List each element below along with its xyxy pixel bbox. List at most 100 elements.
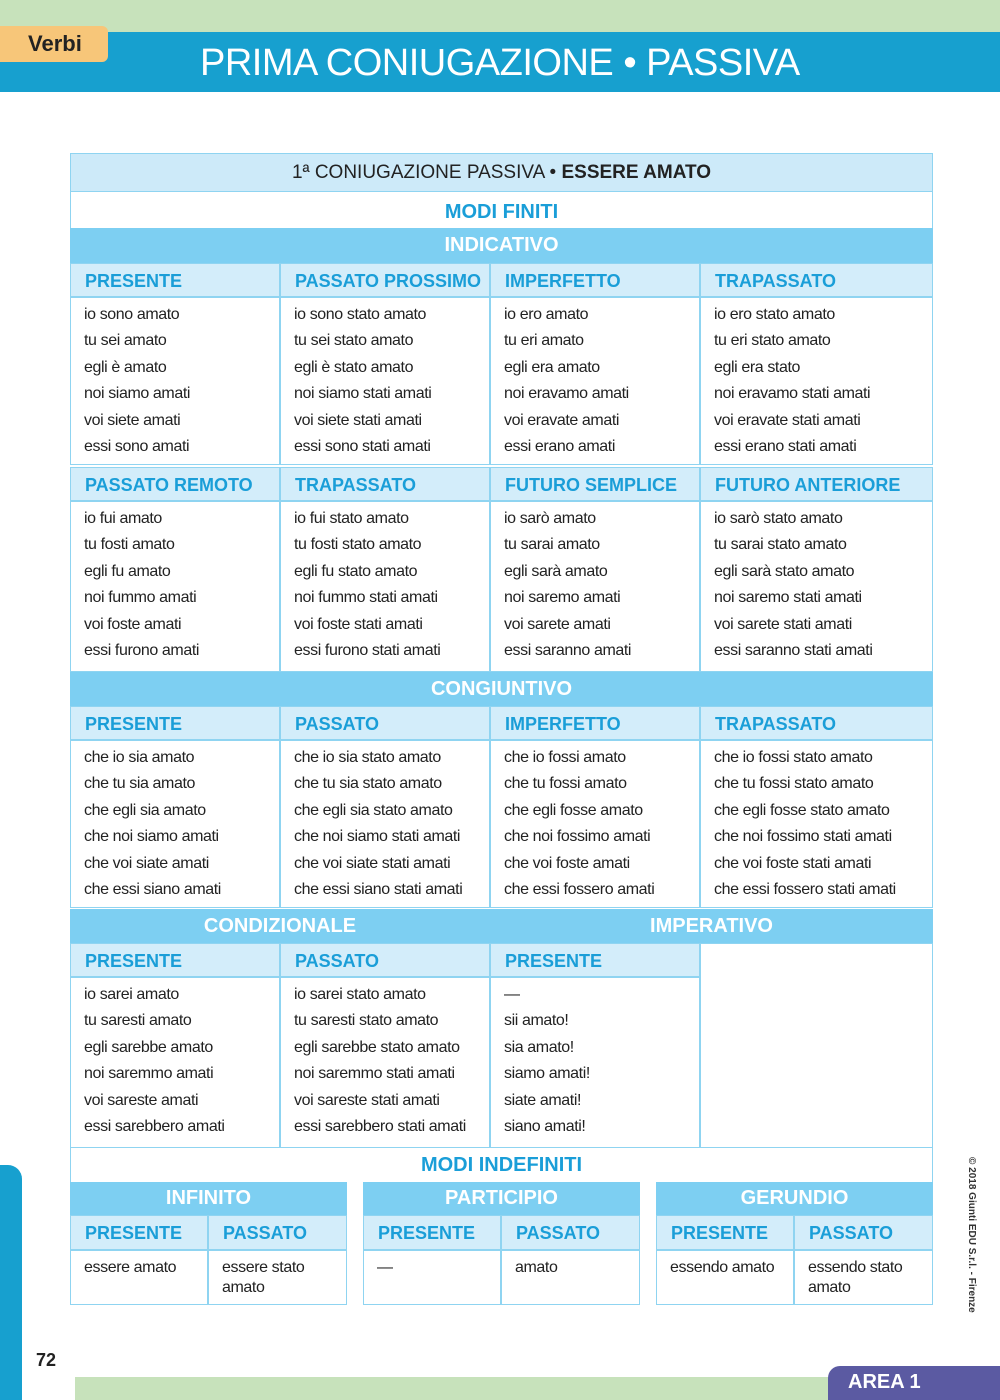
verb-form: io sarò amato <box>504 510 596 527</box>
verb-form: noi saremo stati amati <box>714 589 862 607</box>
verb-form: che voi foste amati <box>504 854 630 872</box>
tense-header: TRAPASSATO PROSSIMO <box>700 263 933 325</box>
group-bar: GERUNDIO <box>656 1182 933 1215</box>
verb-form: voi foste amati <box>84 615 182 633</box>
table-title-prefix: 1ª CONIUGAZIONE PASSIVA • <box>291 162 557 183</box>
verb-form: che voi siate amati <box>84 854 209 872</box>
tense-body <box>280 501 490 672</box>
verb-form: che egli sia stato amato <box>294 801 453 819</box>
verb-form: egli fu amato <box>84 562 171 580</box>
mood-bar: IMPERATIVO <box>490 909 933 943</box>
verb-form: tu sei amato <box>84 332 167 350</box>
tense-header: PRESENTE <box>490 943 700 977</box>
verb-form: egli sarà amato <box>504 562 608 580</box>
tense-body <box>70 297 280 465</box>
verb-form: io fui amato <box>84 510 162 527</box>
verb-form: egli è stato amato <box>294 358 414 376</box>
tense-body <box>70 740 280 908</box>
modi-indefiniti: MODI INDEFINITI <box>70 1148 933 1182</box>
tense-header: PRESENTE <box>70 263 280 297</box>
mood-bar: CONGIUNTIVO <box>70 672 933 706</box>
tense-body <box>490 297 700 465</box>
verb-form: siamo amati! <box>504 1065 590 1083</box>
verb-form: tu eri amato <box>504 332 584 350</box>
verb-form: voi siete stati amati <box>294 411 422 429</box>
verb-form: noi saremo amati <box>504 589 621 607</box>
verb-form: essere amato <box>84 1259 177 1276</box>
tense-body <box>501 1250 640 1305</box>
verb-form: noi siamo stati amati <box>294 385 432 403</box>
tense-header: PASSATO PROSSIMO <box>280 263 490 297</box>
verb-form: io ero stato amato <box>714 306 835 323</box>
tense-header: PASSATO REMOTO <box>70 467 280 501</box>
tense-body <box>700 297 933 465</box>
verb-form: tu sarai stato amato <box>714 536 847 554</box>
verb-form: voi sareste stati amati <box>294 1091 440 1109</box>
verb-form: essi sarebbero stati amati <box>294 1118 466 1135</box>
verb-form: voi siete amati <box>84 411 181 429</box>
verb-form: noi siamo amati <box>84 385 191 403</box>
tense-header: PRESENTE <box>363 1215 501 1250</box>
tense-header: FUTURO SEMPLICE <box>490 467 700 501</box>
verb-form: egli fu stato amato <box>294 562 418 580</box>
verb-form: che noi siamo stati amati <box>294 828 461 846</box>
verb-form: noi saremmo stati amati <box>294 1065 455 1083</box>
verb-form: essendo stato amato <box>808 1259 903 1296</box>
verb-form: noi fummo stati amati <box>294 589 438 607</box>
verb-form: egli era stato <box>714 358 801 376</box>
mood-bar: INDICATIVO <box>70 228 933 263</box>
tense-header: PASSATO <box>280 943 490 977</box>
page-number: 72 <box>36 1350 57 1370</box>
verb-form: essi erano amati <box>504 438 615 455</box>
verb-form: egli sarebbe stato amato <box>294 1038 460 1056</box>
section-tag: Verbi <box>0 26 108 62</box>
tense-body <box>490 977 700 1148</box>
copyright: © 2018 Giunti EDU S.r.l. - Firenze <box>966 1157 977 1313</box>
verb-form: che tu sia amato <box>84 775 195 793</box>
verb-form: io fui stato amato <box>294 510 409 527</box>
header-band <box>0 32 1000 92</box>
verb-form: che tu fossi stato amato <box>714 775 874 793</box>
area-tab: AREA 1 <box>828 1366 1000 1400</box>
verb-form: noi fummo amati <box>84 589 197 607</box>
verb-form: noi eravamo stati amati <box>714 385 871 403</box>
bottom-strip <box>75 1377 1000 1400</box>
tense-header: IMPERFETTO <box>490 263 700 297</box>
verb-form: essi sono amati <box>84 438 190 455</box>
verb-form: tu saresti stato amato <box>294 1012 439 1030</box>
tense-body <box>280 977 490 1148</box>
verb-form: io sarò stato amato <box>714 510 843 527</box>
verb-form: tu eri stato amato <box>714 332 831 350</box>
group-bar: PARTICIPIO <box>363 1182 640 1215</box>
tense-header: TRAPASSATO <box>700 706 933 740</box>
verb-form: essi saranno amati <box>504 642 632 659</box>
tense-body <box>208 1250 347 1305</box>
tense-header: PRESENTE <box>70 943 280 977</box>
verb-form: essi saranno stati amati <box>714 642 873 659</box>
verb-form: egli era amato <box>504 358 600 376</box>
verb-form: io sarei amato <box>84 986 179 1003</box>
verb-form: io sono amato <box>84 306 180 323</box>
verb-form: — <box>504 986 520 1003</box>
modi-finiti: MODI FINITI <box>70 192 933 228</box>
tense-header: PASSATO <box>794 1215 933 1250</box>
tense-body <box>363 1250 501 1305</box>
tense-body <box>794 1250 933 1305</box>
verb-form: che noi fossimo stati amati <box>714 828 892 846</box>
verb-form: noi eravamo amati <box>504 385 629 403</box>
verb-form: voi sarete amati <box>504 615 611 633</box>
verb-form: essi sono stati amati <box>294 438 431 455</box>
tense-body <box>490 740 700 908</box>
tense-header: PASSATO <box>280 706 490 740</box>
mood-bar: CONDIZIONALE <box>70 909 490 943</box>
verb-form: io sono stato amato <box>294 306 427 323</box>
verb-form: essi furono stati amati <box>294 642 441 659</box>
verb-form: siate amati! <box>504 1091 582 1109</box>
tense-header: PRESENTE <box>70 706 280 740</box>
verb-form: noi saremmo amati <box>84 1065 214 1083</box>
tense-body <box>280 297 490 465</box>
verb-form: che tu fossi amato <box>504 775 627 793</box>
verb-form: essi furono amati <box>84 642 200 659</box>
top-strip <box>0 0 1000 32</box>
